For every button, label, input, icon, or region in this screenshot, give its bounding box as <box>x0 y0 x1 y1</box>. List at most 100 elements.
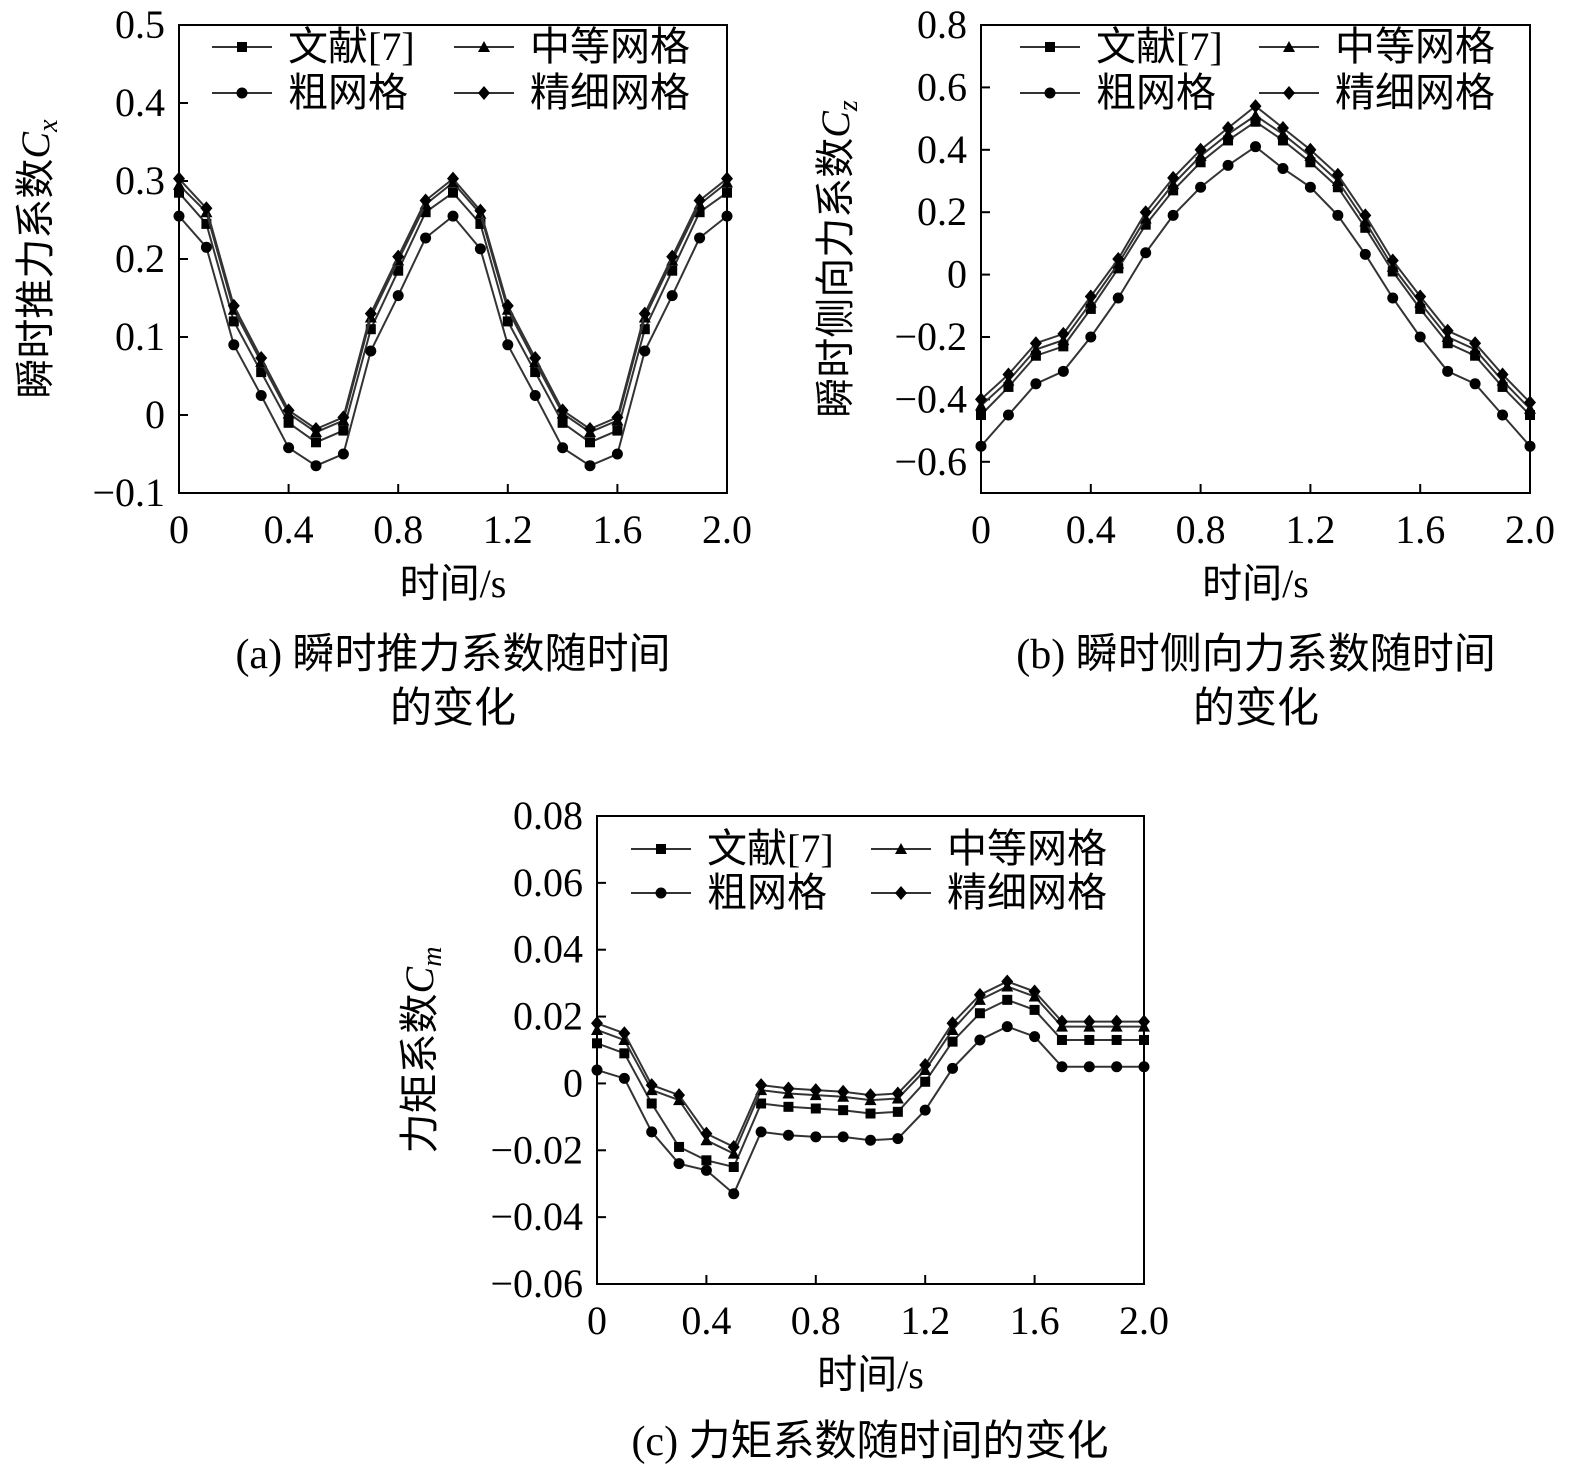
data-point <box>474 203 487 218</box>
data-point <box>1167 209 1179 221</box>
legend-marker <box>478 41 490 52</box>
data-point <box>392 249 405 264</box>
data-point <box>228 339 240 351</box>
data-point <box>227 298 240 313</box>
data-point <box>973 987 986 1002</box>
legend-label: 中等网格 <box>1335 24 1495 69</box>
chart-caption: (a) 瞬时推力系数随时间 <box>235 632 670 678</box>
data-point <box>891 1086 904 1101</box>
data-point <box>667 265 678 276</box>
data-point <box>1305 157 1316 168</box>
data-point <box>1058 341 1069 352</box>
data-point <box>1112 252 1125 266</box>
data-point <box>809 1083 822 1098</box>
data-point <box>975 392 987 407</box>
data-point <box>810 1103 821 1114</box>
data-point <box>947 1062 959 1074</box>
data-point <box>1524 440 1536 452</box>
y-tick-label: 0.08 <box>513 793 583 838</box>
data-point <box>1112 292 1124 304</box>
data-point <box>419 193 432 208</box>
data-point <box>1001 1021 1013 1033</box>
data-point <box>1083 1061 1095 1073</box>
data-point <box>1056 1034 1067 1045</box>
y-tick-label: 0 <box>145 392 165 437</box>
data-point <box>1003 381 1014 392</box>
x-tick-label: 2.0 <box>1119 1298 1169 1343</box>
data-point <box>728 1188 740 1200</box>
data-point <box>1497 409 1509 421</box>
chart-caption-line2: 的变化 <box>390 685 516 732</box>
data-point <box>611 448 623 460</box>
x-tick-label: 0 <box>587 1298 607 1343</box>
data-point <box>721 171 733 186</box>
data-point <box>673 1158 685 1170</box>
data-point <box>1222 159 1234 171</box>
x-tick-label: 2.0 <box>1505 507 1555 552</box>
data-point <box>864 1088 877 1103</box>
data-point <box>1001 974 1014 989</box>
data-point <box>1029 336 1042 351</box>
data-point <box>592 1038 602 1049</box>
legend-marker <box>478 86 490 100</box>
data-point <box>919 1058 932 1073</box>
data-point <box>311 437 321 448</box>
data-point <box>865 1134 876 1146</box>
data-point <box>1223 135 1234 146</box>
data-point <box>283 442 295 454</box>
legend-label: 精细网格 <box>1335 70 1495 115</box>
data-point <box>611 410 624 425</box>
data-point <box>920 1076 931 1087</box>
data-point <box>694 232 706 244</box>
data-point <box>693 193 706 208</box>
data-point <box>1497 381 1508 392</box>
data-point <box>1525 410 1535 420</box>
data-point <box>393 265 404 276</box>
plot-frame <box>596 815 1145 1285</box>
data-point <box>420 207 431 218</box>
data-point <box>584 460 596 472</box>
data-point <box>1030 350 1041 361</box>
data-point <box>666 290 678 302</box>
data-point <box>474 243 486 255</box>
data-point <box>310 460 322 472</box>
data-point <box>1250 141 1261 153</box>
data-point <box>282 403 295 418</box>
data-point <box>1055 1014 1068 1029</box>
legend-label: 精细网格 <box>947 870 1107 915</box>
x-axis-title: 时间/s <box>1202 561 1309 606</box>
data-point <box>174 187 184 198</box>
data-point <box>1195 157 1206 168</box>
legend-marker <box>895 843 907 854</box>
data-point <box>947 1036 958 1047</box>
data-point <box>173 171 185 186</box>
data-point <box>200 201 213 216</box>
data-point <box>255 390 267 401</box>
series-3 <box>975 99 1536 410</box>
data-point <box>310 422 322 437</box>
data-point <box>1030 378 1042 390</box>
data-point <box>585 437 595 448</box>
y-tick-label: 0.8 <box>917 2 967 47</box>
x-axis-title: 时间/s <box>817 1352 924 1397</box>
y-tick-label: 0 <box>947 252 967 297</box>
plot-frame <box>980 24 1531 494</box>
data-point <box>337 410 350 425</box>
data-point <box>529 351 542 366</box>
data-point <box>975 440 987 452</box>
data-point <box>591 1016 603 1031</box>
data-point <box>1139 1034 1149 1045</box>
data-point <box>502 316 513 327</box>
data-point <box>1111 1061 1123 1073</box>
data-point <box>591 1064 603 1076</box>
data-point <box>1442 338 1453 349</box>
data-point <box>721 210 733 222</box>
data-point <box>1414 289 1427 304</box>
data-point <box>1168 185 1179 196</box>
series-line <box>178 214 728 467</box>
data-point <box>1387 292 1399 304</box>
data-point <box>728 1162 739 1172</box>
